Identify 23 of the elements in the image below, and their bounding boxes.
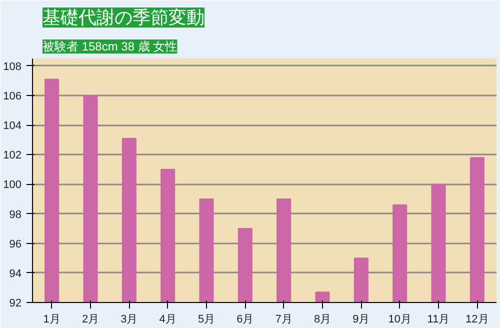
x-tick-label: 8月 — [314, 314, 332, 326]
y-tick-label: 100 — [3, 179, 22, 192]
x-tick-label: 12月 — [466, 314, 489, 326]
x-tick-label: 5月 — [198, 314, 216, 326]
y-tick-label: 106 — [3, 90, 22, 102]
y-tick-label: 96 — [9, 238, 22, 250]
x-tick-label: 4月 — [159, 314, 176, 326]
y-tick-label: 92 — [9, 298, 22, 310]
x-tick-label: 1月 — [43, 314, 60, 326]
y-tick-label: 102 — [3, 150, 22, 162]
chart-subtitle: 被験者 158cm 38 歳 女性 — [42, 40, 178, 54]
y-tick-label: 94 — [9, 268, 22, 280]
x-tick-label: 9月 — [352, 314, 370, 326]
x-tick-label: 7月 — [275, 314, 292, 326]
x-tick-label: 10月 — [388, 314, 412, 326]
x-tick-label: 11月 — [427, 314, 450, 326]
x-tick-label: 6月 — [236, 314, 254, 326]
x-tick-label: 3月 — [120, 314, 138, 326]
y-tick-label: 108 — [3, 60, 22, 73]
chart-title: 基礎代謝の季節変動 — [42, 8, 204, 28]
y-tick-label: 104 — [3, 120, 22, 132]
x-tick-label: 2月 — [82, 314, 100, 326]
y-tick-label: 98 — [9, 208, 22, 221]
